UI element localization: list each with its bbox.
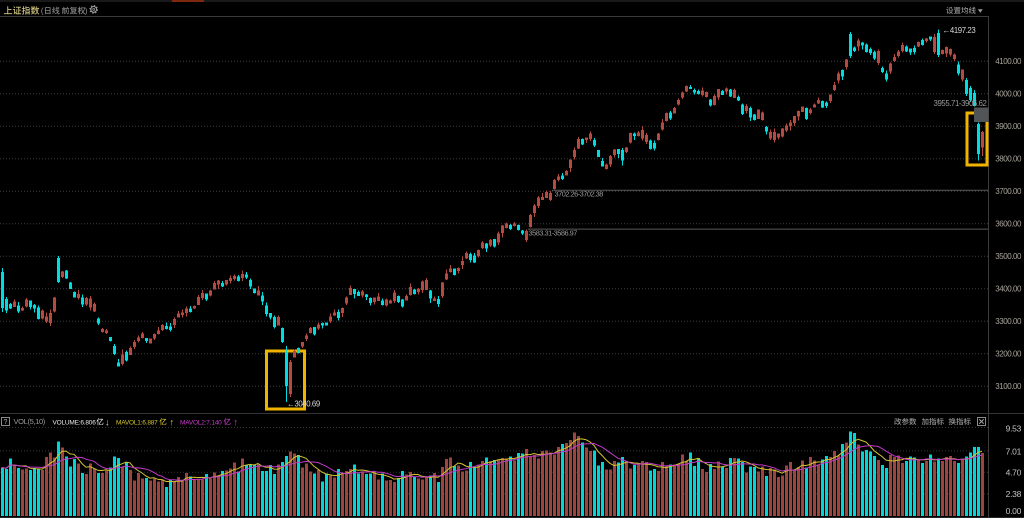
svg-text:↑: ↑	[234, 417, 239, 428]
svg-text:↑: ↑	[170, 417, 175, 428]
svg-text:3500.00: 3500.00	[995, 252, 1022, 261]
svg-text:←3040.69: ←3040.69	[287, 400, 320, 409]
svg-text:2.38: 2.38	[1006, 489, 1022, 499]
svg-text:7.01: 7.01	[1006, 447, 1022, 457]
svg-text:VOL(5,10): VOL(5,10)	[14, 417, 46, 426]
svg-text:3400.00: 3400.00	[995, 285, 1022, 294]
svg-text:9.53: 9.53	[1006, 424, 1022, 434]
svg-text:3200.00: 3200.00	[995, 350, 1022, 359]
svg-text:3700.00: 3700.00	[995, 187, 1022, 196]
svg-text:3702.26-3702.38: 3702.26-3702.38	[555, 190, 604, 199]
svg-text:MAVOL1:6.887: MAVOL1:6.887	[116, 420, 158, 427]
svg-text:(: (	[41, 5, 44, 15]
svg-text:↓: ↓	[105, 417, 110, 428]
svg-text:3800.00: 3800.00	[995, 155, 1022, 164]
svg-text:MAVOL2:7.140: MAVOL2:7.140	[180, 420, 222, 427]
svg-text:3300.00: 3300.00	[995, 317, 1022, 326]
svg-text:VOLUME:6.806: VOLUME:6.806	[53, 420, 97, 427]
svg-text:3900.00: 3900.00	[995, 122, 1022, 131]
svg-text:0.00: 0.00	[1006, 506, 1022, 516]
svg-text:4100.00: 4100.00	[995, 57, 1022, 66]
svg-text:4000.00: 4000.00	[995, 90, 1022, 99]
svg-text:4.70: 4.70	[1006, 468, 1022, 478]
svg-text:3583.31-3586.97: 3583.31-3586.97	[529, 229, 578, 238]
svg-text:←4197.23: ←4197.23	[943, 26, 976, 35]
svg-text:?: ?	[4, 419, 8, 426]
svg-text:): )	[85, 5, 88, 15]
svg-text:3955.71-3906.62: 3955.71-3906.62	[934, 99, 987, 108]
svg-text:3100.00: 3100.00	[995, 382, 1022, 391]
svg-text:3600.00: 3600.00	[995, 220, 1022, 229]
